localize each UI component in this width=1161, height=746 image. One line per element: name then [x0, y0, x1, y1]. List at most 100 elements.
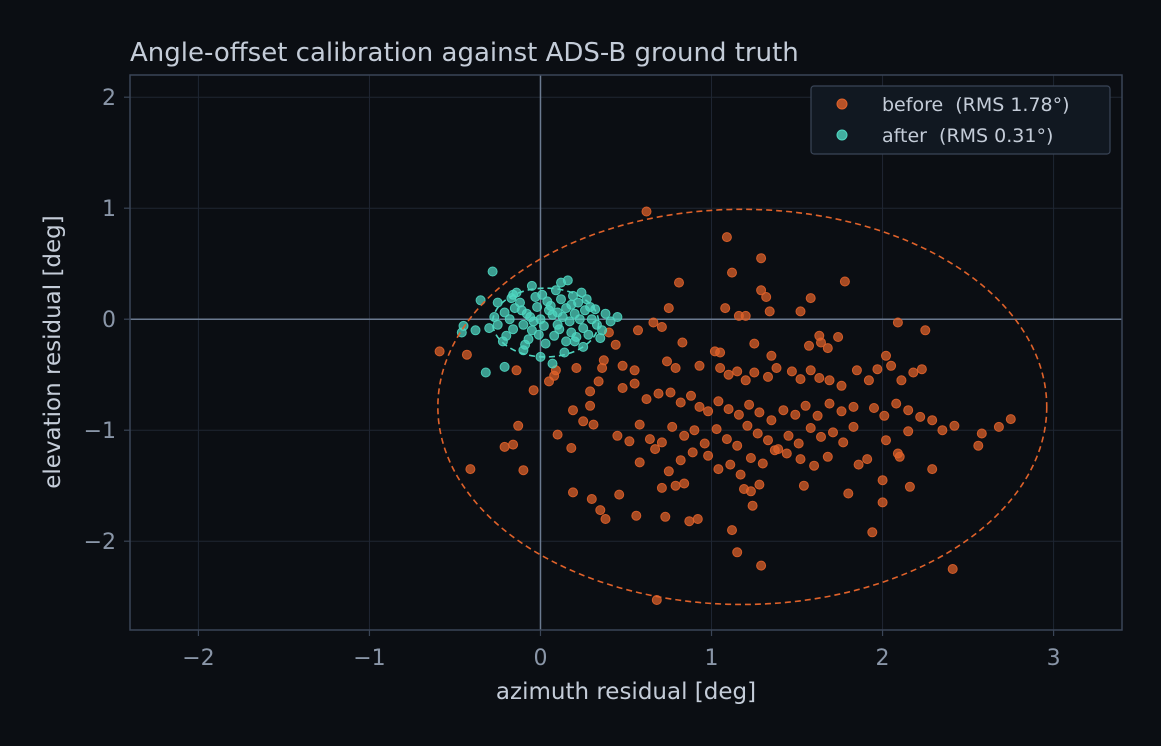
data-point — [836, 406, 847, 417]
data-point — [687, 447, 698, 458]
data-point — [927, 415, 938, 426]
data-point — [564, 316, 575, 327]
data-point — [679, 478, 690, 489]
data-point — [947, 564, 958, 574]
data-point — [556, 294, 566, 305]
data-point — [853, 459, 864, 470]
data-point — [585, 386, 596, 397]
data-point — [744, 399, 755, 410]
y-tick-label: −1 — [84, 419, 116, 444]
data-point — [508, 324, 519, 335]
data-point — [879, 410, 890, 421]
data-point — [566, 299, 577, 310]
data-point — [552, 429, 563, 440]
data-point — [786, 366, 797, 377]
data-point — [723, 369, 734, 380]
data-point — [670, 480, 681, 491]
data-point — [574, 314, 585, 325]
x-tick-label: −2 — [182, 646, 214, 671]
data-point — [793, 438, 804, 449]
y-tick-label: 1 — [102, 197, 116, 222]
data-point — [554, 324, 565, 335]
data-point — [778, 405, 789, 416]
data-point — [749, 338, 760, 349]
data-point — [804, 340, 814, 351]
data-point — [568, 487, 578, 498]
data-point — [634, 457, 645, 468]
data-point — [538, 320, 549, 331]
data-point — [795, 374, 806, 385]
data-point — [839, 276, 850, 287]
data-point — [814, 373, 825, 383]
data-point — [891, 398, 902, 409]
data-point — [867, 527, 878, 538]
rms-ellipse-after — [491, 287, 600, 358]
data-point — [732, 547, 743, 558]
data-point — [516, 305, 527, 316]
data-point — [763, 371, 773, 382]
data-point — [617, 360, 628, 371]
data-point — [908, 367, 919, 378]
data-point — [973, 440, 984, 451]
data-point — [684, 516, 695, 527]
data-point — [578, 323, 589, 334]
data-point — [518, 319, 529, 330]
data-point — [756, 253, 767, 264]
data-point — [578, 416, 589, 427]
data-point — [812, 410, 823, 421]
data-point — [600, 514, 611, 524]
data-point — [533, 329, 544, 340]
data-point — [715, 363, 726, 373]
data-point — [920, 325, 931, 336]
data-point — [528, 316, 539, 327]
data-point — [644, 434, 655, 445]
data-point — [501, 330, 512, 341]
data-point — [597, 363, 608, 373]
data-point — [720, 303, 731, 314]
data-point — [583, 329, 594, 340]
data-point — [838, 437, 849, 448]
data-point — [614, 489, 625, 500]
data-point — [581, 294, 592, 305]
data-point — [790, 409, 801, 420]
data-point — [703, 450, 714, 461]
data-point — [862, 454, 873, 465]
data-point — [843, 488, 854, 499]
data-point — [916, 364, 927, 375]
data-point — [872, 364, 883, 375]
data-point — [798, 480, 809, 491]
data-point — [732, 440, 743, 451]
data-point — [653, 388, 664, 399]
series-before — [434, 206, 1016, 605]
data-point — [665, 387, 676, 398]
data-point — [670, 363, 681, 373]
data-point — [663, 303, 674, 314]
data-point — [733, 409, 744, 420]
data-point — [721, 232, 732, 243]
data-point — [629, 378, 640, 389]
data-point — [761, 292, 772, 302]
data-point — [561, 336, 572, 347]
y-tick-label: −2 — [84, 530, 116, 555]
legend-label-before: before (RMS 1.78°) — [882, 94, 1070, 116]
data-point — [851, 365, 862, 376]
data-point — [600, 308, 611, 319]
data-point — [740, 310, 751, 321]
data-point — [634, 419, 645, 430]
data-point — [715, 347, 726, 358]
data-point — [656, 437, 667, 448]
data-point — [513, 420, 524, 431]
data-point — [881, 435, 891, 446]
data-point — [571, 363, 582, 373]
data-point — [540, 338, 551, 349]
data-point — [703, 406, 714, 417]
data-point — [641, 394, 652, 405]
data-point — [749, 367, 760, 378]
data-point — [757, 458, 768, 469]
data-point — [610, 339, 621, 350]
data-point — [822, 343, 833, 354]
data-point — [747, 500, 758, 511]
plot-border — [129, 74, 1123, 631]
data-point — [532, 302, 543, 312]
data-point — [833, 332, 844, 342]
